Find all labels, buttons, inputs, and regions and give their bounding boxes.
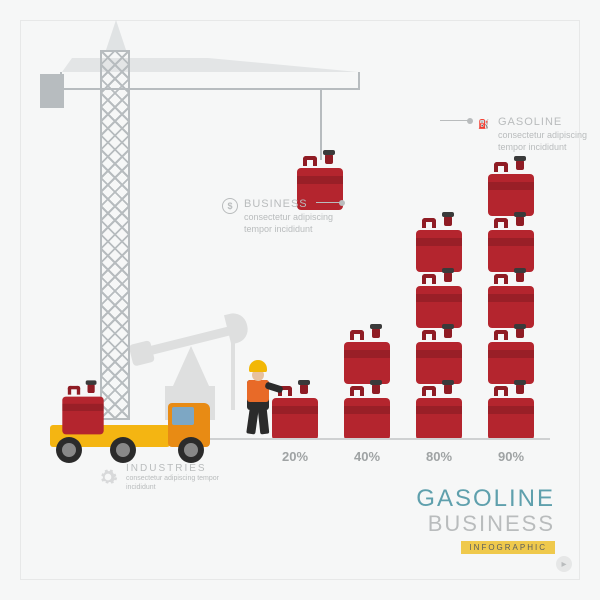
truck-bed-gas-can — [60, 385, 106, 437]
callout-title: INDUSTRIES — [126, 463, 236, 474]
corner-marker-icon: ▸ — [556, 556, 572, 572]
title-line-1: GASOLINE — [416, 485, 555, 513]
chart-column: 90% — [486, 164, 536, 440]
callout-industries: INDUSTRIES consectetur adipiscing tempor… — [98, 463, 236, 492]
column-label: 80% — [409, 449, 469, 464]
column-label: 40% — [337, 449, 397, 464]
callout-desc: consectetur adipiscing tempor incididunt — [126, 474, 236, 492]
can-bar-chart: 20% 40% 80% 90% — [270, 120, 570, 440]
column-label: 90% — [481, 449, 541, 464]
column-label: 20% — [265, 449, 325, 464]
chart-column: 80% — [414, 220, 464, 440]
chart-column: 40% — [342, 332, 392, 440]
construction-worker — [235, 360, 275, 440]
dollar-icon: $ — [222, 198, 238, 214]
title-line-2: BUSINESS — [416, 511, 555, 537]
title-tag: INFOGRAPHIC — [461, 541, 555, 554]
gear-icon — [98, 467, 118, 487]
chart-column: 20% — [270, 388, 320, 440]
infographic-canvas: ⛽ GASOLINE consectetur adipiscing tempor… — [0, 0, 600, 600]
title-block: GASOLINE BUSINESS INFOGRAPHIC — [416, 485, 555, 555]
